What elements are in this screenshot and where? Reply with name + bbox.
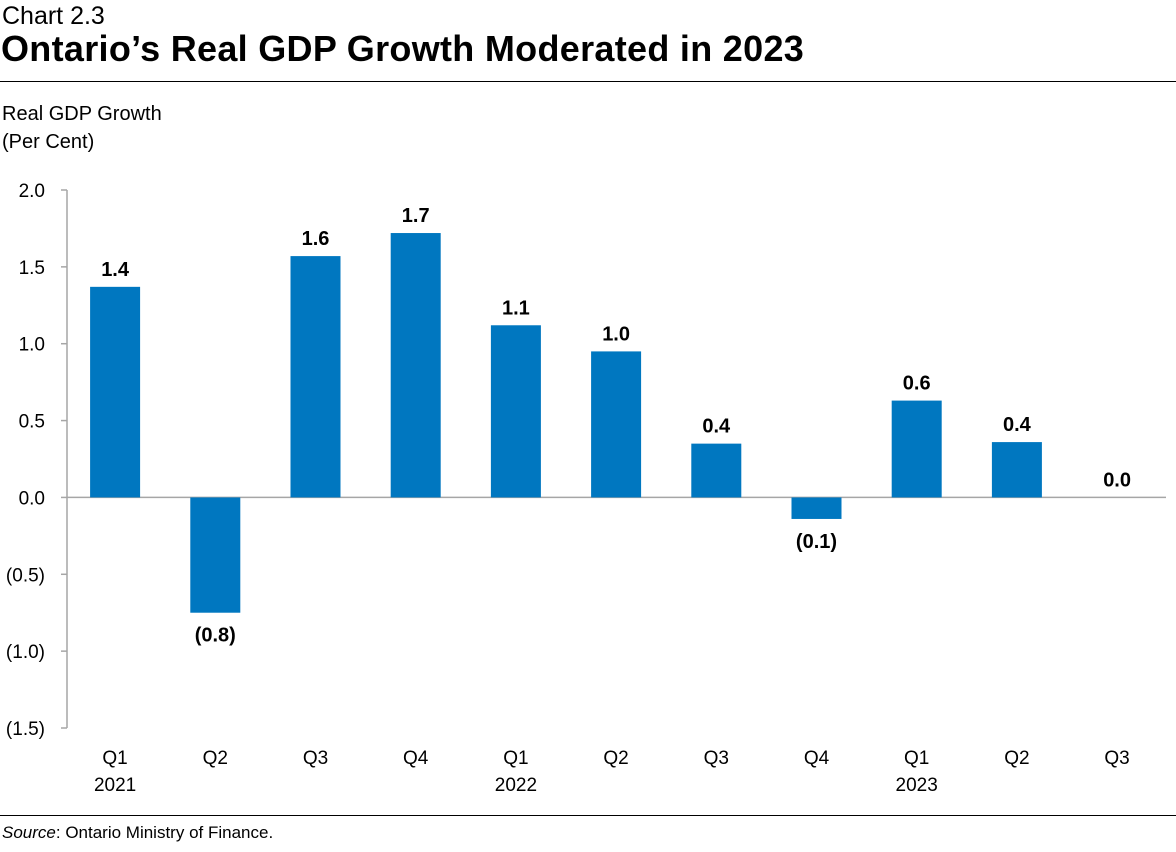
title-divider <box>0 81 1176 82</box>
x-tick-label: Q3 <box>303 748 328 769</box>
x-year-label: 2021 <box>94 775 136 796</box>
chart-title: Ontario’s Real GDP Growth Moderated in 2… <box>1 28 805 69</box>
x-year-label: 2022 <box>495 775 537 796</box>
data-label: 1.7 <box>402 205 430 227</box>
data-label: 1.1 <box>502 297 530 319</box>
source-label: Source <box>2 823 56 842</box>
x-tick-label: Q4 <box>403 748 429 769</box>
bar <box>891 400 942 498</box>
bar <box>290 256 341 498</box>
bar <box>991 442 1042 498</box>
x-tick-label: Q3 <box>1104 748 1129 769</box>
x-tick-label: Q1 <box>503 748 528 769</box>
y-axis-label-line1: Real GDP Growth <box>2 103 162 125</box>
x-tick-label: Q3 <box>704 748 729 769</box>
data-label: 0.4 <box>702 416 731 438</box>
data-label: (0.8) <box>195 625 236 647</box>
y-axis-label: Real GDP Growth (Per Cent) <box>2 100 162 156</box>
y-tick-label: 2.0 <box>19 181 45 202</box>
y-tick-label: 0.5 <box>19 412 45 433</box>
y-axis-label-line2: (Per Cent) <box>2 131 95 153</box>
source-text: : Ontario Ministry of Finance. <box>55 823 274 842</box>
source-note: Source: Ontario Ministry of Finance. <box>2 823 273 843</box>
y-tick-label: 1.0 <box>19 335 45 356</box>
y-tick-label: (0.5) <box>6 565 45 586</box>
data-label: 1.0 <box>602 323 630 345</box>
source-divider <box>0 815 1176 816</box>
y-tick-label: (1.5) <box>6 719 45 740</box>
data-label: (0.1) <box>796 531 837 553</box>
y-tick-label: 1.5 <box>19 258 45 279</box>
bar <box>791 497 842 519</box>
y-tick-label: (1.0) <box>6 642 45 663</box>
x-year-label: 2023 <box>896 775 938 796</box>
x-tick-label: Q1 <box>904 748 929 769</box>
y-tick-label: 0.0 <box>19 488 45 509</box>
data-label: 0.6 <box>903 373 931 395</box>
bar <box>490 325 541 498</box>
bar <box>691 443 742 498</box>
bar <box>390 233 441 498</box>
x-tick-label: Q2 <box>203 748 228 769</box>
x-tick-label: Q1 <box>102 748 127 769</box>
x-tick-label: Q2 <box>1004 748 1029 769</box>
bar <box>591 351 642 498</box>
bar <box>90 286 141 498</box>
data-label: 0.4 <box>1003 414 1032 436</box>
x-tick-label: Q2 <box>603 748 628 769</box>
data-label: 0.0 <box>1103 469 1131 491</box>
data-label: 1.4 <box>101 259 130 281</box>
data-label: 1.6 <box>302 228 330 250</box>
chart-number: Chart 2.3 <box>2 2 105 30</box>
x-tick-label: Q4 <box>804 748 830 769</box>
bar <box>190 497 241 613</box>
